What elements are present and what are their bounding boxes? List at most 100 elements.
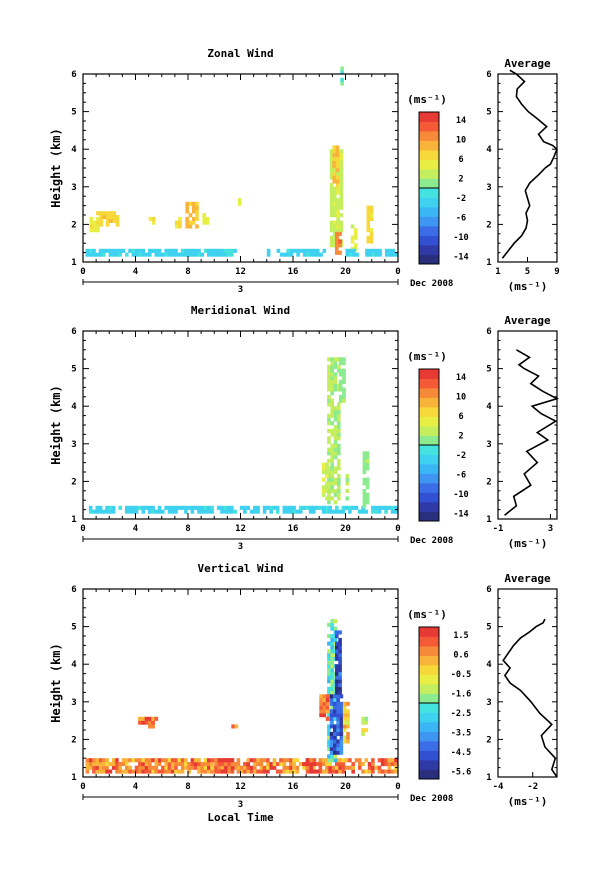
heatmap-cell [337,447,341,452]
heatmap-cell [174,762,178,767]
x-tick-label: 8 [185,267,190,277]
heatmap-cell [151,716,155,721]
y-axis-label: Height (km) [49,128,63,207]
heatmap-cell [377,505,382,510]
average-profile-line [502,618,558,778]
heatmap-cell [309,762,313,767]
heatmap-cell [151,765,155,770]
heatmap-cell [157,248,162,253]
heatmap-cell [325,481,329,486]
heatmap-cell [333,750,337,755]
heatmap-cell [342,735,347,740]
y-tick-label: 5 [71,108,76,118]
heatmap-cell [205,216,210,221]
heatmap-cell [187,252,191,257]
colorbar-swatch [419,502,439,512]
heatmap-cell [115,215,120,220]
heatmap-cell [332,164,336,169]
colorbar-tick-label: -3.5 [451,729,471,739]
heatmap-cell [89,220,94,225]
heatmap-cell [364,728,369,733]
colorbar-swatch [419,254,439,265]
heatmap-cell [210,509,214,514]
heatmap-cell [102,211,107,216]
heatmap-cell [92,758,96,763]
heatmap-cell [330,641,334,646]
avg-x-tick-label: 5 [525,267,530,277]
heatmap-cell [333,406,338,411]
heatmap-cell [346,739,350,744]
heatmap-cell [115,218,120,223]
heatmap-cell [336,746,340,751]
heatmap-cell [306,762,310,767]
heatmap-cell [333,746,337,751]
heatmap-cell [365,466,370,471]
heatmap-cell [333,231,337,236]
heatmap-cell [246,505,250,510]
heatmap-cell [109,211,113,216]
heatmap-cell [184,762,188,767]
heatmap-cell [112,218,117,223]
heatmap-cell [354,228,358,233]
heatmap-cell [346,724,350,729]
heatmap-cell [289,765,293,770]
y-tick-label: 1 [71,515,76,525]
x-tick-label: 4 [133,267,139,277]
y-axis-label: Height (km) [49,643,63,722]
heatmap-cell [138,248,142,253]
heatmap-cell [329,213,334,218]
heatmap-cell [339,724,344,729]
heatmap-cell [329,168,334,173]
heatmap-cell [337,488,341,493]
heatmap-cell [177,769,182,774]
heatmap-cell [185,201,189,206]
heatmap-cell [362,466,367,471]
heatmap-cell [207,248,211,253]
heatmap-cell [279,762,283,767]
heatmap-cell [332,171,336,176]
heatmap-cell [112,215,117,220]
heatmap-cell [387,762,392,767]
heatmap-cell [203,758,208,763]
heatmap-cell [88,509,93,514]
heatmap-cell [174,758,178,763]
colorbar-swatch [419,445,439,455]
heatmap-cell [138,762,142,767]
heatmap-cell [98,769,103,774]
colorbar-swatch [419,769,439,780]
heatmap-cell [330,705,334,710]
heatmap-cell [210,758,214,763]
heatmap-cell [342,394,346,399]
heatmap-cell [266,762,270,767]
heatmap-cell [327,492,331,497]
heatmap-cell [210,248,214,253]
heatmap-cell [105,769,109,774]
heatmap-cell [92,252,96,257]
heatmap-cell [319,252,323,257]
heatmap-cell [170,758,175,763]
colorbar-swatch [419,693,439,704]
heatmap-cell [338,239,342,244]
colorbar-tick-label: -5.6 [451,768,471,778]
heatmap-cell [329,190,334,195]
heatmap-cell [331,765,336,770]
heatmap-cell [336,698,340,703]
heatmap-cell [339,201,344,206]
heatmap-cell [285,509,290,514]
heatmap-cell [345,473,350,478]
heatmap-cell [102,248,106,253]
heatmap-cell [220,248,224,253]
heatmap-cell [327,481,331,486]
heatmap-cell [338,683,342,688]
heatmap-cell [256,762,260,767]
heatmap-cell [369,235,374,240]
heatmap-cell [256,505,260,510]
heatmap-cell [285,765,290,770]
heatmap-cell [337,432,341,437]
average-frame [497,588,558,778]
heatmap-cell [338,368,343,373]
heatmap-cell [329,709,334,714]
heatmap-cell [339,205,344,210]
heatmap-cell [95,252,100,257]
